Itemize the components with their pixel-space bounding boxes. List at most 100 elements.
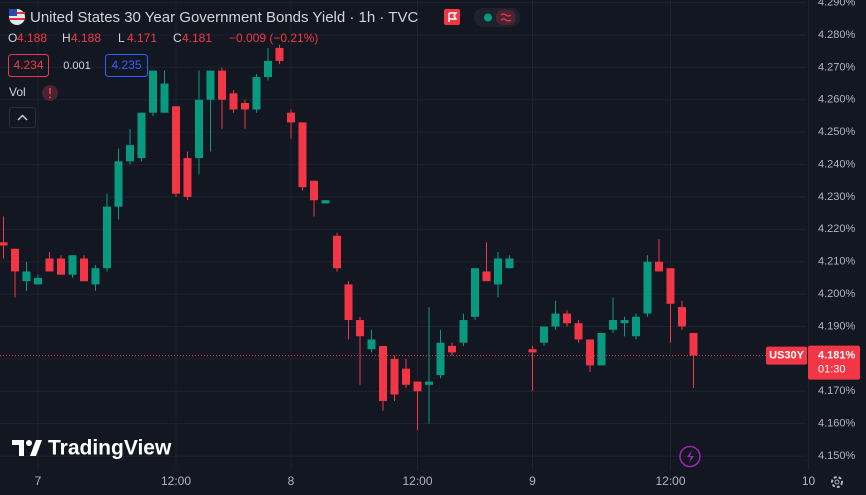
candle-body [68, 255, 77, 275]
status-glyph [500, 13, 512, 22]
candle-body [22, 271, 31, 282]
flag-glyph [448, 12, 458, 22]
x-tick-label: 12:00 [402, 474, 432, 488]
candle-body [275, 47, 284, 61]
y-tick-label: 4.240% [818, 158, 856, 170]
candle-body [689, 332, 698, 356]
flag-button[interactable] [444, 9, 460, 25]
candle-body [137, 112, 146, 159]
candle-body [425, 381, 433, 385]
candle-body [298, 122, 307, 188]
ohlc-key: H [62, 31, 71, 45]
candle-body [114, 161, 123, 207]
chart-title: United States 30 Year Government Bonds Y… [30, 9, 418, 26]
candle-body [643, 261, 652, 314]
y-tick-label: 4.230% [818, 191, 856, 203]
candle-body [195, 99, 203, 159]
x-tick-label: 12:00 [655, 474, 685, 488]
ask-box[interactable] [105, 54, 148, 77]
candle-body [678, 307, 686, 327]
ohlc-key: O [8, 31, 17, 45]
spread: 0.001 [63, 60, 91, 72]
candle-body [0, 242, 8, 246]
price-value: 4.181% [818, 350, 856, 362]
candle-body [402, 368, 410, 385]
candle-body [390, 358, 399, 395]
candle-body [620, 320, 629, 324]
candle-body [252, 77, 261, 110]
candle-body [206, 70, 215, 100]
candle-body [333, 235, 341, 269]
bid-box[interactable] [8, 54, 49, 77]
y-tick-label: 4.190% [818, 320, 856, 332]
ohlc-key: L [118, 31, 125, 45]
y-tick-label: 4.250% [818, 126, 856, 138]
ohlc-value: 4.181 [182, 31, 212, 45]
candle-body [218, 70, 226, 100]
candle-body [666, 268, 675, 304]
y-tick-label: 4.170% [818, 385, 856, 397]
warning-glyph [49, 96, 51, 99]
logo-text: TradingView [48, 437, 172, 460]
candle-body [632, 316, 640, 337]
candle-body [494, 258, 502, 285]
candle-body [80, 258, 88, 282]
ohlc-value: 4.188 [17, 31, 47, 45]
header: United States 30 Year Government Bonds Y… [8, 8, 520, 128]
candle-body [344, 284, 353, 321]
collapse-button[interactable] [9, 107, 36, 128]
last-price: US30Y 4.181% 01:30 [0, 345, 860, 380]
change: −0.009 (−0.21%) [229, 31, 318, 45]
candle-body [436, 342, 445, 376]
countdown: 01:30 [818, 364, 846, 376]
candle-body [34, 277, 42, 285]
logo-mark [30, 440, 42, 456]
candle-body [482, 271, 491, 282]
y-tick-label: 4.280% [818, 29, 856, 41]
x-tick-label: 8 [288, 474, 295, 488]
candles [0, 44, 698, 431]
y-tick-label: 4.290% [818, 0, 856, 8]
candle-body [540, 326, 548, 343]
candle-body [321, 200, 330, 204]
ohlc-value: 4.188 [71, 31, 101, 45]
candle-body [413, 381, 422, 392]
candle-body [574, 323, 583, 340]
candle-body [586, 339, 594, 366]
candle-body [448, 345, 456, 353]
ohlc-legend: O 4.188 H 4.188 L 4.171 C 4.181 [8, 31, 212, 45]
y-tick-label: 4.200% [818, 288, 856, 300]
candle-body [597, 332, 606, 366]
settings-icon[interactable] [831, 476, 843, 488]
y-tick-label: 4.160% [818, 418, 856, 430]
candle-body [229, 93, 238, 110]
events-icon[interactable] [679, 445, 701, 468]
candle-body [183, 158, 192, 197]
candle-body [551, 313, 560, 327]
y-tick-label: 4.150% [818, 450, 856, 462]
logo-mark [26, 440, 32, 446]
x-tick-label: 10 [802, 474, 816, 488]
candle-body [91, 268, 100, 285]
candle-body [310, 180, 318, 201]
candle-body [160, 83, 169, 113]
x-tick-label: 12:00 [161, 474, 191, 488]
chevron [17, 114, 28, 121]
candle-body [287, 112, 295, 123]
events-glyph [687, 450, 694, 463]
volume-label: Vol [9, 85, 26, 99]
candle-body [149, 70, 157, 113]
symbol: US30Y [769, 350, 805, 362]
candle-body [379, 345, 387, 402]
candle-body [609, 320, 617, 330]
bid: 4.234 [13, 58, 43, 72]
candle-body [126, 145, 134, 162]
candle-body [241, 103, 249, 110]
grid [0, 0, 809, 470]
symbol-tag [766, 346, 807, 365]
ask: 4.235 [111, 58, 141, 72]
candle-body [655, 261, 663, 272]
logo-mark [12, 440, 24, 456]
price-tag [808, 345, 860, 380]
